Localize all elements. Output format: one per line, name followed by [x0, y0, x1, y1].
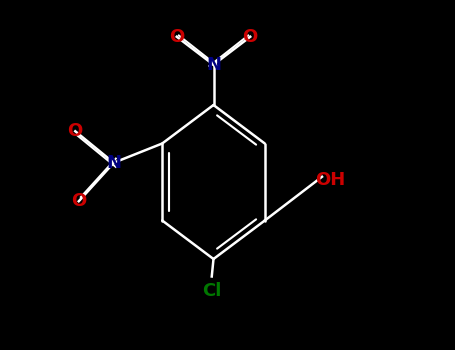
Text: O: O: [169, 28, 184, 46]
Text: Cl: Cl: [202, 281, 222, 300]
Text: OH: OH: [316, 171, 346, 189]
Text: N: N: [106, 154, 121, 172]
Text: O: O: [71, 192, 86, 210]
Text: O: O: [243, 28, 258, 46]
Text: O: O: [68, 122, 83, 140]
Text: N: N: [206, 56, 221, 74]
